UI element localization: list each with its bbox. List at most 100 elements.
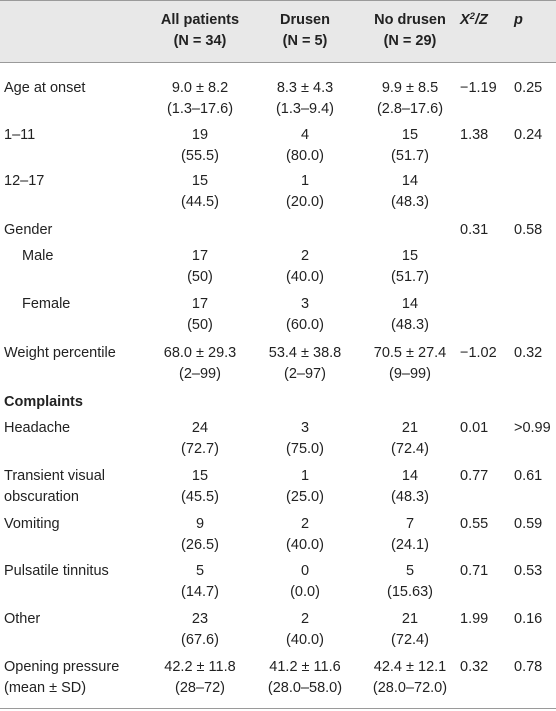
cell-stat: 0.77 (460, 468, 489, 484)
col-no-drusen-title: No drusen (374, 12, 446, 28)
value: 5 (405, 563, 415, 579)
cell-all: 17 (50) (140, 246, 260, 288)
cell-drusen: 3 (75.0) (254, 418, 356, 460)
section-label-complaints: Complaints (4, 394, 83, 410)
value: 21 (401, 611, 419, 627)
percent: (40.0) (286, 269, 324, 285)
cell-no-drusen: 14 (48.3) (362, 294, 458, 336)
value: 15 (401, 127, 419, 143)
value: 21 (401, 420, 419, 436)
cell-drusen: 2 (40.0) (254, 609, 356, 651)
value: 1 (300, 173, 310, 189)
range: (9–99) (389, 366, 431, 382)
row-label: Gender (4, 222, 53, 238)
cell-all: 9 (26.5) (140, 514, 260, 556)
stat-rest: /Z (474, 12, 488, 28)
cell-drusen: 41.2 ± 11.6 (28.0–58.0) (254, 657, 356, 699)
percent: (72.7) (181, 441, 219, 457)
row-label: Transient visual obscuration (4, 466, 105, 508)
row-label-line: obscuration (4, 489, 79, 505)
value: 9.9 ± 8.5 (381, 80, 439, 96)
value: 17 (191, 296, 209, 312)
row-label: Male (22, 248, 54, 264)
cell-no-drusen: 70.5 ± 27.4 (9–99) (362, 343, 458, 385)
value: 1 (300, 468, 310, 484)
percent: (72.4) (391, 441, 429, 457)
row-label-line: (mean ± SD) (4, 680, 87, 696)
row-label: Headache (4, 420, 71, 436)
cell-all: 9.0 ± 8.2 (1.3–17.6) (140, 78, 260, 120)
value: 53.4 ± 38.8 (268, 345, 342, 361)
col-drusen-n: (N = 5) (282, 33, 328, 49)
percent: (72.4) (391, 632, 429, 648)
col-all-patients-n: (N = 34) (173, 33, 227, 49)
cell-no-drusen: 7 (24.1) (362, 514, 458, 556)
value: 42.2 ± 11.8 (164, 659, 236, 675)
table-header (0, 0, 556, 62)
value: 2 (300, 611, 310, 627)
col-no-drusen: No drusen (N = 29) (362, 10, 458, 52)
percent: (50) (187, 317, 213, 333)
cell-p: 0.32 (514, 345, 543, 361)
value: 2 (300, 516, 310, 532)
col-drusen-title: Drusen (280, 12, 330, 28)
cell-drusen: 8.3 ± 4.3 (1.3–9.4) (254, 78, 356, 120)
value: 14 (401, 173, 419, 189)
value: 0 (300, 563, 310, 579)
range: (1.3–17.6) (166, 101, 234, 117)
value: 19 (191, 127, 209, 143)
percent: (40.0) (286, 632, 324, 648)
percent: (14.7) (181, 584, 219, 600)
percent: (75.0) (286, 441, 324, 457)
percent: (24.1) (391, 537, 429, 553)
value: 14 (401, 296, 419, 312)
cell-p: 0.61 (514, 468, 543, 484)
percent: (44.5) (181, 194, 219, 210)
row-label: Weight percentile (4, 345, 116, 361)
cell-all: 24 (72.7) (140, 418, 260, 460)
value: 15 (191, 468, 209, 484)
percent: (25.0) (286, 489, 324, 505)
stat-base: X (460, 12, 470, 28)
cell-no-drusen: 21 (72.4) (362, 418, 458, 460)
cell-all: 68.0 ± 29.3 (2–99) (140, 343, 260, 385)
cell-p: 0.24 (514, 127, 543, 143)
bottom-rule (0, 708, 556, 709)
cell-no-drusen: 15 (51.7) (362, 125, 458, 167)
cell-p: 0.16 (514, 611, 543, 627)
value: 70.5 ± 27.4 (373, 345, 447, 361)
percent: (48.3) (391, 489, 429, 505)
row-label: 1–11 (4, 127, 36, 143)
row-label: Pulsatile tinnitus (4, 563, 109, 579)
cell-stat: 0.71 (460, 563, 489, 579)
percent: (20.0) (286, 194, 324, 210)
cell-drusen: 3 (60.0) (254, 294, 356, 336)
col-statistic: X2/Z (460, 10, 512, 31)
value: 14 (401, 468, 419, 484)
cell-drusen: 4 (80.0) (254, 125, 356, 167)
cell-stat: 0.01 (460, 420, 489, 436)
header-rule (0, 62, 556, 63)
percent: (48.3) (391, 317, 429, 333)
cell-all: 15 (45.5) (140, 466, 260, 508)
cell-p: 0.53 (514, 563, 543, 579)
cell-no-drusen: 21 (72.4) (362, 609, 458, 651)
percent: (80.0) (286, 148, 324, 164)
value: 3 (300, 296, 310, 312)
range: (2–99) (179, 366, 221, 382)
cell-stat: 0.55 (460, 516, 489, 532)
value: 15 (401, 248, 419, 264)
percent: (0.0) (290, 584, 320, 600)
percent: (15.63) (387, 584, 433, 600)
cell-stat: −1.19 (460, 80, 497, 96)
cell-no-drusen: 9.9 ± 8.5 (2.8–17.6) (362, 78, 458, 120)
row-label: Opening pressure (mean ± SD) (4, 657, 119, 699)
cell-drusen: 2 (40.0) (254, 246, 356, 288)
cell-p: 0.58 (514, 222, 543, 238)
range: (28.0–72.0) (372, 680, 448, 696)
cell-all: 5 (14.7) (140, 561, 260, 603)
stat-superscript: 2 (469, 11, 475, 22)
value: 42.4 ± 12.1 (373, 659, 447, 675)
row-label: 12–17 (4, 173, 45, 189)
cell-p: 0.59 (514, 516, 543, 532)
